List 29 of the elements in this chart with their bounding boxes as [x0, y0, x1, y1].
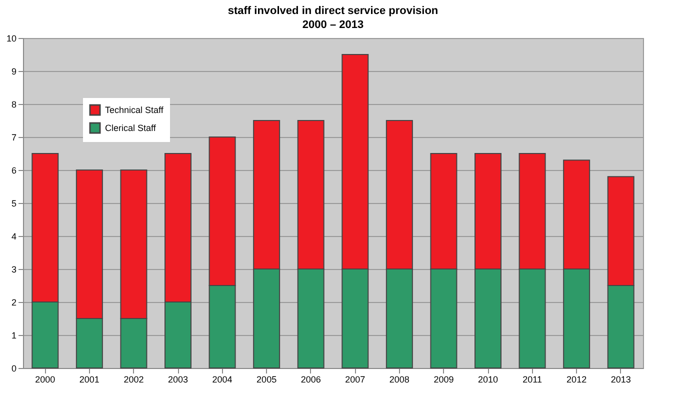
chart-title: staff involved in direct service provision	[228, 5, 438, 17]
x-tick-label: 2007	[345, 374, 366, 384]
x-tick-label: 2013	[610, 374, 631, 384]
y-tick-label: 6	[11, 166, 16, 176]
x-tick-label: 2002	[124, 374, 144, 384]
y-tick-label: 3	[11, 264, 16, 274]
x-tick-label: 2005	[256, 374, 277, 384]
y-tick-label: 5	[11, 198, 16, 208]
y-tick-label: 0	[11, 364, 16, 374]
legend-label: Clerical Staff	[105, 123, 156, 133]
chart-subtitle: 2000 – 2013	[302, 19, 364, 31]
x-tick-label: 2001	[79, 374, 100, 384]
x-tick-label: 2000	[35, 374, 56, 384]
x-tick-label: 2009	[434, 374, 454, 384]
x-tick-label: 2006	[300, 374, 321, 384]
y-tick-label: 1	[11, 330, 16, 340]
y-tick-label: 10	[6, 34, 16, 44]
y-tick-label: 7	[11, 132, 16, 142]
x-tick-label: 2010	[478, 374, 498, 384]
y-tick-label: 4	[11, 232, 16, 242]
x-tick-label: 2003	[168, 374, 188, 384]
x-tick-label: 2012	[566, 374, 587, 384]
y-tick-label: 2	[11, 298, 16, 308]
y-tick-label: 9	[11, 66, 16, 76]
y-tick-label: 8	[11, 100, 16, 110]
x-tick-label: 2008	[389, 374, 410, 384]
x-tick-label: 2011	[522, 374, 542, 384]
x-tick-label: 2004	[212, 374, 232, 384]
legend-label: Technical Staff	[105, 105, 164, 115]
